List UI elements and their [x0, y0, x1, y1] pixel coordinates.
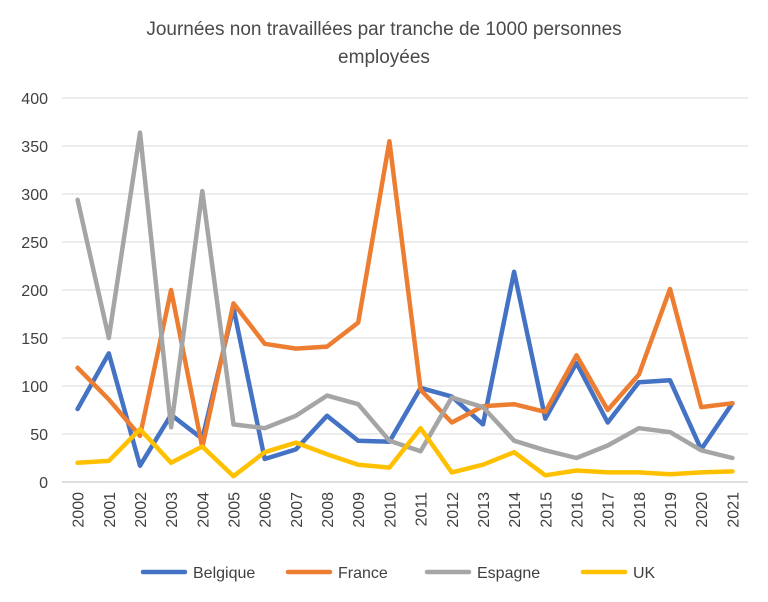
x-tick-label: 2014	[507, 492, 524, 528]
legend-label: UK	[633, 565, 656, 582]
legend-label: Belgique	[193, 565, 255, 582]
x-axis-ticks: 2000 2001 2002 2003 2004 2005 2006 2007 2008 2009…	[71, 492, 743, 528]
legend-label: Espagne	[477, 565, 540, 582]
chart-title-line-2: employées	[338, 47, 430, 68]
x-tick-label: 2012	[445, 492, 462, 528]
x-tick-label: 2007	[289, 492, 306, 528]
y-tick-label: 150	[21, 331, 48, 348]
series-line-belgique	[75, 269, 735, 468]
x-tick-label: 2008	[320, 492, 337, 528]
y-tick-label: 350	[21, 139, 48, 156]
y-tick-label: 400	[21, 91, 48, 108]
legend-label: France	[338, 565, 388, 582]
y-tick-label: 300	[21, 187, 48, 204]
y-tick-label: 0	[39, 475, 48, 492]
x-tick-label: 2018	[632, 492, 649, 528]
legend: Belgique France Espagne UK	[140, 565, 656, 582]
x-tick-label: 2005	[227, 492, 244, 528]
y-axis-ticks: 0 50 100 150 200 250 300 350 400	[21, 91, 48, 492]
series-line-france	[75, 138, 735, 450]
series-lines	[75, 130, 735, 479]
x-tick-label: 2010	[382, 492, 399, 528]
x-tick-label: 2006	[258, 492, 275, 528]
series-line-uk	[75, 425, 735, 479]
x-tick-label: 2011	[414, 492, 431, 527]
y-tick-label: 50	[30, 427, 48, 444]
x-tick-label: 2002	[133, 492, 150, 528]
y-tick-label: 200	[21, 283, 48, 300]
x-tick-label: 2016	[570, 492, 587, 528]
y-tick-label: 100	[21, 379, 48, 396]
x-tick-label: 2001	[102, 492, 119, 528]
x-tick-label: 2000	[71, 492, 88, 528]
series-line-espagne	[75, 130, 735, 461]
x-tick-label: 2019	[663, 492, 680, 528]
x-tick-label: 2021	[725, 492, 742, 528]
chart-title-line-1: Journées non travaillées par tranche de …	[146, 19, 621, 40]
x-tick-label: 2017	[601, 492, 618, 528]
x-tick-label: 2009	[351, 492, 368, 528]
y-tick-label: 250	[21, 235, 48, 252]
x-tick-label: 2003	[164, 492, 181, 528]
x-tick-label: 2015	[538, 492, 555, 528]
x-tick-label: 2013	[476, 492, 493, 528]
x-tick-label: 2020	[694, 492, 711, 528]
x-tick-label: 2004	[195, 492, 212, 528]
